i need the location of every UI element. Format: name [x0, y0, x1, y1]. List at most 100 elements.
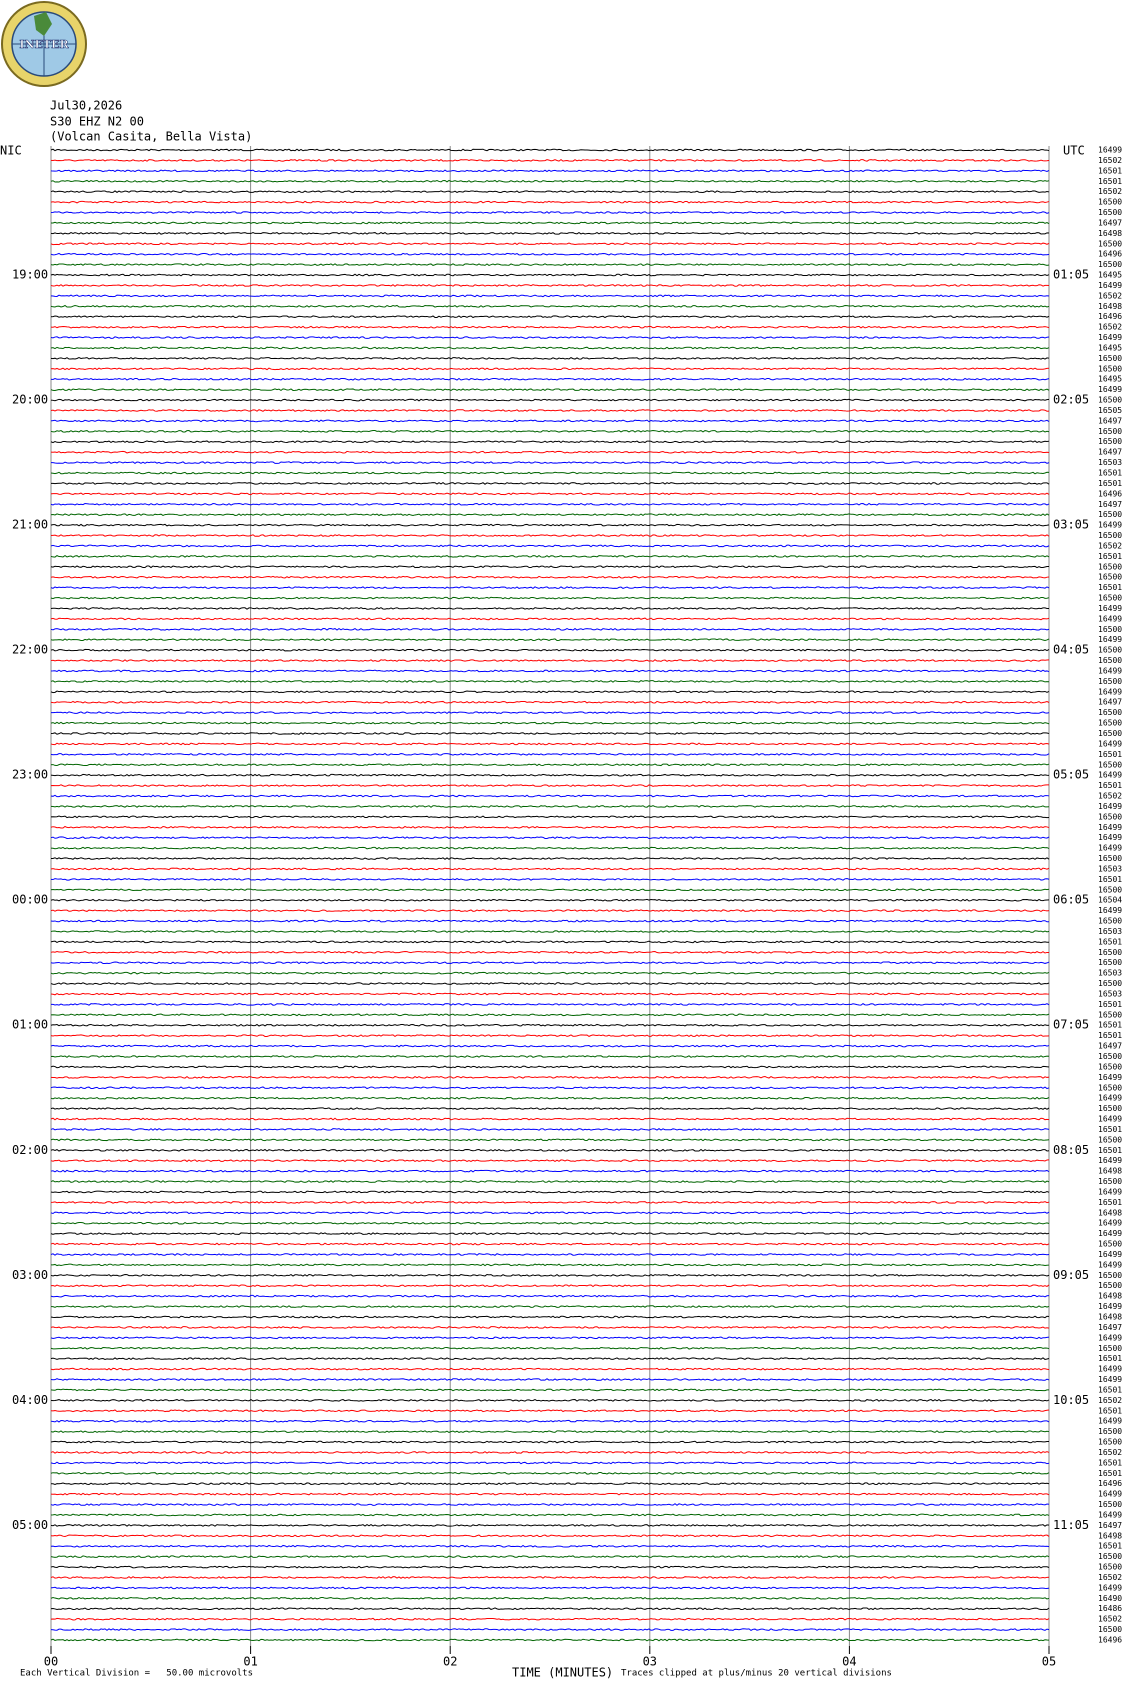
trace [50, 930, 1050, 933]
trace [50, 492, 1050, 496]
trace-value: 16502 [1098, 323, 1122, 332]
trace [50, 950, 1050, 954]
trace [50, 846, 1050, 850]
trace-value: 16499 [1098, 1219, 1122, 1228]
trace [50, 336, 1050, 339]
trace-value: 16500 [1098, 354, 1122, 363]
trace-value: 16501 [1098, 1458, 1122, 1467]
trace [50, 1169, 1050, 1173]
trace [50, 1419, 1050, 1423]
trace [50, 763, 1050, 767]
trace-value: 16499 [1098, 1490, 1122, 1499]
trace [50, 1159, 1050, 1163]
trace [50, 1128, 1050, 1131]
trace [50, 1482, 1050, 1486]
trace-value: 16498 [1098, 1531, 1122, 1540]
x-tick-label: 00 [44, 1655, 58, 1669]
trace [50, 544, 1050, 548]
trace [50, 752, 1050, 756]
trace-value: 16500 [1098, 958, 1122, 967]
trace-value: 16500 [1098, 1177, 1122, 1186]
left-hour-label: 05:00 [12, 1518, 48, 1532]
trace [50, 346, 1050, 350]
trace [50, 1065, 1050, 1069]
trace-value: 16498 [1098, 229, 1122, 238]
trace [50, 711, 1050, 715]
trace [50, 1075, 1050, 1079]
left-timezone: NIC [0, 144, 22, 158]
trace [50, 1315, 1050, 1319]
trace-value: 16500 [1098, 948, 1122, 957]
trace-value: 16496 [1098, 250, 1122, 259]
trace-value: 16503 [1098, 927, 1122, 936]
trace [51, 1003, 1050, 1006]
trace [50, 1096, 1050, 1100]
trace-value: 16499 [1098, 1333, 1122, 1342]
trace [50, 273, 1050, 277]
trace [50, 1190, 1050, 1194]
trace-value: 16500 [1098, 646, 1122, 655]
trace-value: 16502 [1098, 156, 1122, 165]
trace [50, 513, 1050, 517]
trace [50, 169, 1050, 173]
trace-value: 16496 [1098, 312, 1122, 321]
right-timezone: UTC [1063, 144, 1085, 158]
trace [50, 1232, 1050, 1236]
trace [50, 1440, 1050, 1444]
trace-value: 16502 [1098, 541, 1122, 550]
trace-value: 16500 [1098, 198, 1122, 207]
trace-value: 16499 [1098, 771, 1122, 780]
trace-value: 16498 [1098, 302, 1122, 311]
trace-value: 16503 [1098, 458, 1122, 467]
trace [50, 398, 1050, 402]
trace [50, 1461, 1050, 1465]
trace [50, 1148, 1050, 1152]
trace [50, 179, 1050, 183]
x-tick-label: 04 [842, 1655, 856, 1669]
trace [50, 1451, 1050, 1454]
trace-value: 16500 [1098, 625, 1122, 634]
right-hour-label: 10:05 [1053, 1393, 1089, 1407]
trace-value: 16499 [1098, 739, 1122, 748]
trace-value: 16498 [1098, 1312, 1122, 1321]
trace [50, 1430, 1050, 1433]
trace-value: 16504 [1098, 896, 1122, 905]
trace [50, 1055, 1050, 1058]
trace-value: 16498 [1098, 1292, 1122, 1301]
trace-value: 16500 [1098, 396, 1122, 405]
trace [50, 1326, 1050, 1329]
trace [50, 1378, 1050, 1381]
trace [50, 867, 1050, 871]
trace [50, 1346, 1050, 1350]
right-hour-label: 08:05 [1053, 1143, 1089, 1157]
trace [50, 211, 1050, 214]
trace [50, 888, 1050, 892]
trace-value: 16499 [1098, 1417, 1122, 1426]
trace [50, 742, 1050, 746]
trace [50, 1086, 1050, 1090]
trace-value: 16500 [1098, 760, 1122, 769]
trace-value: 16499 [1098, 1510, 1122, 1519]
trace [50, 1586, 1050, 1590]
trace-value: 16500 [1098, 1281, 1122, 1290]
x-axis-label: TIME (MINUTES) [512, 1666, 613, 1680]
trace-value: 16500 [1098, 677, 1122, 686]
trace [50, 784, 1050, 787]
trace-value: 16499 [1098, 1260, 1122, 1269]
trace [50, 909, 1050, 912]
trace [50, 1357, 1050, 1361]
x-tick-label: 03 [643, 1655, 657, 1669]
trace-value: 16495 [1098, 375, 1122, 384]
trace-value: 16499 [1098, 635, 1122, 644]
trace [50, 857, 1050, 860]
trace-value: 16497 [1098, 1042, 1122, 1051]
trace [50, 1138, 1050, 1142]
trace-value: 16499 [1098, 1187, 1122, 1196]
trace-value: 16497 [1098, 448, 1122, 457]
right-hour-label: 01:05 [1053, 268, 1089, 282]
trace [50, 607, 1050, 610]
trace [50, 1492, 1050, 1496]
trace [50, 284, 1050, 287]
trace [50, 1617, 1050, 1621]
